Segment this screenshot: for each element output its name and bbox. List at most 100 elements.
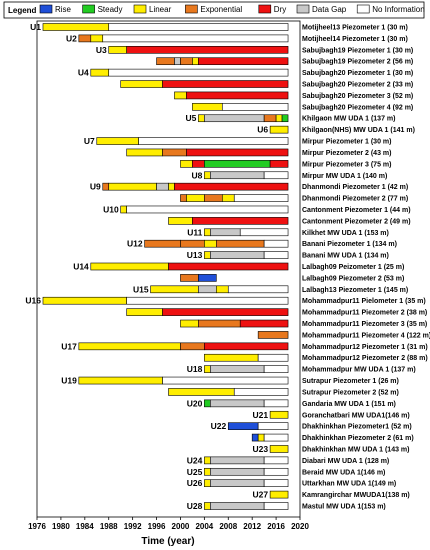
timeline-row: Sutrapur Piezometer 2 (52 m) xyxy=(168,388,399,396)
row-label: Mirpur MW UDA 1 (140 m) xyxy=(302,173,387,180)
timeline-row: Cantonment Piezometer 1 (44 m) U10 xyxy=(103,204,410,214)
row-label: Lalbagh13 Piezometer 1 (145 m) xyxy=(302,287,408,294)
plot-frame xyxy=(36,20,301,518)
segment-no-information xyxy=(263,502,289,510)
row-label: Mohammadpur MW UDA 1 (137 m) xyxy=(302,367,416,374)
segment-no-information xyxy=(221,103,289,111)
group-label: U9 xyxy=(90,182,101,192)
group-label: U28 xyxy=(187,501,203,511)
timeline-row: Lalbagh13 Piezometer 1 (145 m) U15 xyxy=(133,284,408,294)
segment-exponential xyxy=(78,34,92,43)
row-label: Lalbagh09 Peizometer 1 (25 m) xyxy=(302,264,404,271)
group-label: U5 xyxy=(186,113,197,123)
segment-dry xyxy=(174,182,289,191)
segment-linear xyxy=(90,34,104,43)
row-label: Banani Piezometer 1 (134 m) xyxy=(302,241,397,248)
timeline-row: Motijheel14 Piezometer 1 (30 m) U2 xyxy=(66,33,408,43)
row-label: Sutrapur Piezometer 1 (26 m) xyxy=(302,378,399,385)
timeline-row: Sabujbagh20 Piezometer 2 (33 m) xyxy=(120,80,413,89)
legend-frame xyxy=(3,1,425,19)
segment-linear xyxy=(96,137,139,145)
timeline-row: Dhanmondi Piezometer 2 (77 m) xyxy=(180,194,408,203)
legend-title: Legend xyxy=(8,6,37,15)
segment-linear xyxy=(78,376,163,385)
segment-rise xyxy=(251,433,259,442)
row-label: Kilkhet MW UDA 1 (153 m) xyxy=(302,230,389,237)
segment-data-gap xyxy=(210,171,265,180)
timeline-row: Khilgaon MW UDA 1 (137 m) U5 xyxy=(186,113,396,123)
timeline-row: Kamrangirchar MWUDA1(138 m) U27 xyxy=(253,490,410,500)
segment-linear xyxy=(216,285,229,294)
timeline-row: Dhakhinkhan Piezometer 2 (61 m) xyxy=(251,433,414,442)
segment-no-information xyxy=(239,228,289,237)
segment-linear xyxy=(198,114,205,123)
segment-data-gap xyxy=(210,228,241,237)
timeline-row: Beraid MW UDA 1(146 m) U25 xyxy=(187,467,386,477)
row-label: Dhanmondi Piezometer 1 (42 m) xyxy=(302,184,408,191)
group-label: U14 xyxy=(73,262,89,272)
segment-no-information xyxy=(257,422,289,430)
segment-linear xyxy=(108,46,127,54)
segment-exponential xyxy=(204,194,223,202)
segment-exponential xyxy=(162,148,187,157)
segment-dry xyxy=(168,262,289,271)
row-label: Sutrapur Piezometer 2 (52 m) xyxy=(302,389,399,396)
timeline-row: Diabari MW UDA 1 (128 m) U24 xyxy=(187,455,389,465)
row-label: Dhakhinkhan MW UDA 1 (143 m) xyxy=(302,446,409,453)
row-label: Dhakhinkhan Piezometer 2 (61 m) xyxy=(302,435,414,442)
row-label: Sabujbagh20 Piezometer 4 (92 m) xyxy=(302,104,413,111)
segment-data-gap xyxy=(174,57,181,66)
timeline-row: Dhanmondi Piezometer 1 (42 m) U9 xyxy=(90,182,408,192)
timeline-row: Cantonment Piezometer 2 (49 m) xyxy=(168,217,411,225)
segment-linear xyxy=(204,251,211,259)
timeline-row: Sabujbagh20 Piezometer 4 (92 m) xyxy=(192,103,413,111)
timeline-row: Mirpur MW UDA 1 (140 m) U8 xyxy=(191,170,387,180)
segment-linear xyxy=(204,228,211,237)
segment-data-gap xyxy=(198,285,217,294)
row-label: Uttarkhan MW UDA 1(149 m) xyxy=(302,481,396,488)
group-label: U15 xyxy=(133,284,149,294)
row-label: Mirpur Piezometer 1 (30 m) xyxy=(302,139,391,146)
timeline-row: Uttarkhan MW UDA 1(149 m) U26 xyxy=(187,478,396,488)
group-label: U26 xyxy=(187,478,203,488)
legend-label-steady: Steady xyxy=(98,5,123,14)
group-label: U18 xyxy=(187,364,203,374)
segment-linear xyxy=(90,262,169,271)
row-label: Beraid MW UDA 1(146 m) xyxy=(302,469,385,476)
segment-data-gap xyxy=(210,479,265,487)
segment-dry xyxy=(239,319,289,328)
segment-no-information xyxy=(263,365,289,373)
timeline-row: Mohammadpur11 Piezometer 4 (122 m) xyxy=(257,331,430,339)
timeline-row: Lalbagh09 Piezometer 2 (53 m) xyxy=(180,274,404,282)
row-label: Sabujbagh20 Piezometer 1 (30 m) xyxy=(302,70,413,77)
row-label: Mohammadpur12 Piezometer 1 (31 m) xyxy=(302,344,428,351)
segment-linear xyxy=(275,114,283,123)
segment-dry xyxy=(192,160,205,168)
segment-linear xyxy=(192,57,199,66)
segment-dry xyxy=(162,80,289,88)
segment-no-information xyxy=(263,479,289,487)
row-label: Goranchatbari MW UDA1(146 m) xyxy=(302,412,410,419)
timeline-row: Mohammadpur MW UDA 1 (137 m) U18 xyxy=(187,364,416,374)
timeline-row: Banani Piezometer 1 (134 m) U12 xyxy=(127,239,397,249)
timeline-row: Goranchatbari MW UDA1(146 m) U21 xyxy=(253,410,410,420)
group-label: U21 xyxy=(253,410,269,420)
plot-area xyxy=(36,20,301,518)
x-tick-label: 1988 xyxy=(100,522,118,531)
group-label: U20 xyxy=(187,398,203,408)
segment-linear xyxy=(204,456,211,465)
segment-linear xyxy=(42,23,110,31)
timeline-row: Lalbagh09 Peizometer 1 (25 m) U14 xyxy=(73,262,404,272)
segment-no-information xyxy=(108,23,289,31)
segment-linear xyxy=(257,433,265,442)
segment-linear xyxy=(269,125,289,134)
row-label: Mohammadpur12 Piezometer 2 (88 m) xyxy=(302,355,428,362)
group-label: U7 xyxy=(84,136,95,146)
group-label: U11 xyxy=(187,227,202,237)
segment-steady xyxy=(204,399,211,408)
group-label: U25 xyxy=(187,467,203,477)
segment-no-information xyxy=(126,205,289,214)
x-tick-label: 1992 xyxy=(124,522,142,531)
segment-exponential xyxy=(263,114,277,123)
row-label: Diabari MW UDA 1 (128 m) xyxy=(302,458,389,465)
